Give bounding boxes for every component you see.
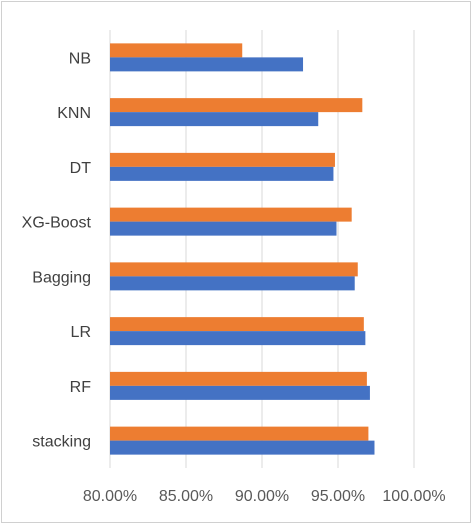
x-tick-label: 80.00%	[83, 488, 137, 505]
category-label: stacking	[32, 434, 91, 451]
bar-series-2-nb	[110, 43, 243, 58]
category-label: XG-Boost	[22, 215, 92, 232]
x-tick-label: 100.00%	[382, 488, 445, 505]
category-label: NB	[69, 50, 91, 67]
x-tick-label: 95.00%	[311, 488, 365, 505]
bar-series-2-bagging	[110, 262, 358, 277]
bar-series-1-dt	[110, 166, 334, 181]
bar-series-1-knn	[110, 112, 319, 127]
bar-series-1-lr	[110, 331, 366, 346]
x-tick-label: 85.00%	[159, 488, 213, 505]
bar-series-2-dt	[110, 152, 335, 167]
bar-series-2-stacking	[110, 426, 369, 441]
gridlines	[109, 30, 415, 468]
category-label: LR	[71, 324, 91, 341]
bar-series-1-stacking	[110, 440, 375, 455]
bar-series-2-rf	[110, 371, 367, 386]
category-label: RF	[70, 379, 92, 396]
x-tick-label: 90.00%	[235, 488, 289, 505]
x-tick-labels: 80.00% 85.00% 90.00% 95.00% 100.00%	[83, 488, 446, 505]
bar-series-2-knn	[110, 98, 363, 113]
bar-series-1-rf	[110, 385, 370, 400]
category-label: KNN	[57, 105, 91, 122]
bars	[110, 43, 375, 455]
bar-series-1-xg-boost	[110, 221, 337, 236]
category-label: Bagging	[32, 269, 91, 286]
bar-series-2-xg-boost	[110, 207, 352, 222]
bar-series-1-nb	[110, 57, 304, 72]
bar-series-2-lr	[110, 317, 364, 332]
category-label: DT	[70, 160, 92, 177]
category-labels: NB KNN DT XG-Boost Bagging LR RF stacking	[22, 50, 92, 450]
bar-series-1-bagging	[110, 276, 355, 291]
